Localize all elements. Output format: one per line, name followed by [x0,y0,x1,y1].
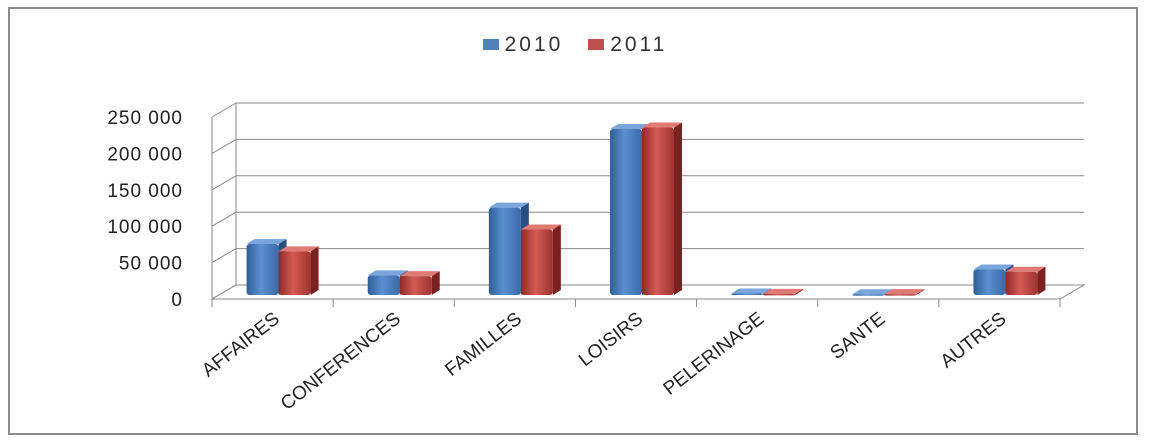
bar-2011-autres [1005,271,1038,295]
x-tick-label-conferences: CONFERENCES [277,308,405,414]
bar-top-2010-loisirs [610,124,650,130]
legend-label-2010: 2010 [504,32,564,56]
x-tick-label-pelerinage: PELERINAGE [660,308,769,399]
x-tick-label-familles: FAMILLES [441,308,526,380]
bar-2010-affaires [246,244,279,295]
gridline-side [211,211,237,227]
legend-item-2011: 2011 [588,33,667,57]
bar-2010-sante [852,294,885,296]
bar-2010-loisirs [610,129,642,295]
bar-top-2011-conferences [399,271,440,277]
gridline-side [211,248,237,264]
y-tick-label: 200 000 [107,144,183,165]
bar-top-2010-sante [852,289,893,295]
bar-side-2011-sante [916,289,925,295]
legend-swatch-2011 [588,39,605,50]
bar-2011-familles [520,229,553,295]
y-tick-label: 250 000 [107,108,183,129]
bar-top-2011-autres [1005,266,1046,272]
x-tick-label-autres: AUTRES [937,308,1011,372]
y-tick-label: 150 000 [107,181,183,202]
y-tick-label: 0 [171,290,183,311]
bar-top-2011-affaires [278,246,319,252]
x-tick-label-affaires: AFFAIRES [198,308,283,381]
legend-swatch-2010 [482,39,499,50]
bar-side-2011-autres [1037,266,1046,295]
gridline-side [211,138,237,154]
chart-legend: 2010 2011 [0,32,1150,57]
bar-2010-pelerinage [731,293,764,296]
y-tick-label: 50 000 [119,254,183,275]
gridline-side [211,175,237,191]
bar-top-2011-sante [884,289,925,295]
bar-top-2011-pelerinage [763,288,804,294]
bar-top-2011-loisirs [642,122,682,128]
bar-top-2010-affaires [246,239,287,245]
bar-side-2011-affaires [310,246,319,295]
bar-2010-autres [973,269,1006,295]
x-tick-label-loisirs: LOISIRS [575,308,647,371]
bar-top-2011-familles [520,224,561,230]
bar-2011-pelerinage [763,293,796,296]
bar-side-2011-loisirs [674,122,682,295]
y-tick-label: 100 000 [107,217,183,238]
chart-floor [210,284,1086,300]
bar-2011-conferences [399,276,432,295]
bar-2011-loisirs [642,127,674,295]
bar-top-2010-autres [973,264,1014,270]
bar-2011-sante [884,294,917,296]
bar-side-2011-familles [552,224,561,295]
legend-label-2011: 2011 [610,32,668,56]
bar-side-2011-conferences [431,271,440,295]
bar-side-2011-pelerinage [795,288,804,295]
gridline-side [211,102,237,118]
chart-frame [8,7,1138,435]
bar-top-2010-conferences [367,270,408,276]
bar-2010-conferences [367,275,400,295]
bar-2010-familles [488,207,521,295]
bar-2011-affaires [278,251,311,295]
bar-top-2010-pelerinage [731,288,772,294]
x-tick-label-sante: SANTE [827,308,890,364]
bar-top-2010-familles [488,202,529,208]
legend-item-2010: 2010 [482,32,564,57]
